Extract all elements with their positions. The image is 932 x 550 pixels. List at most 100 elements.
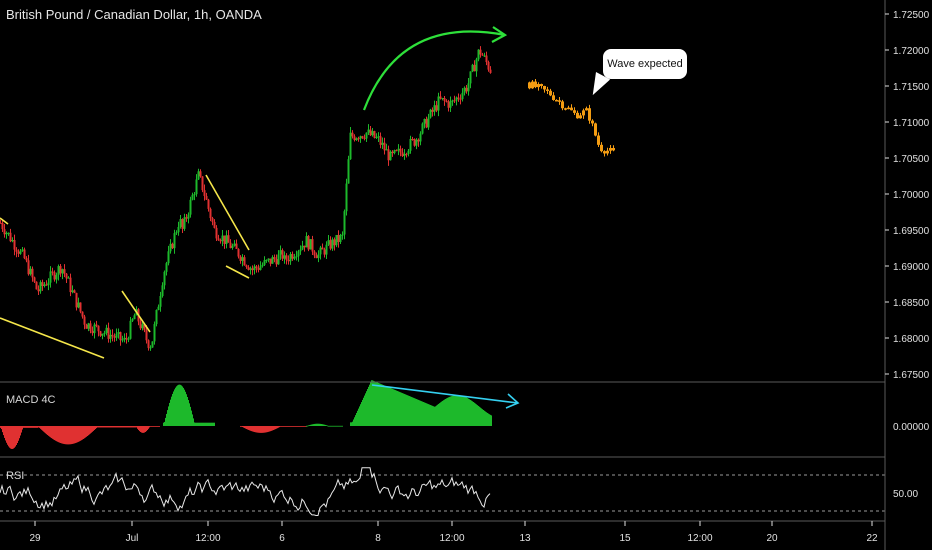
macd-bar: [17, 426, 18, 444]
trendline: [0, 217, 9, 225]
candle-body: [249, 268, 252, 270]
candle-body: [101, 333, 104, 336]
macd-bar: [74, 426, 75, 444]
macd-bar: [392, 388, 393, 426]
trendline: [225, 265, 250, 279]
candle-body: [147, 340, 150, 348]
candle-body: [61, 269, 64, 274]
macd-bar: [406, 394, 407, 426]
macd-bar: [398, 391, 399, 426]
candle-body: [141, 324, 144, 329]
macd-bar: [411, 396, 412, 426]
macd-bar: [475, 403, 476, 426]
candle-body: [207, 199, 210, 209]
price-pane: [0, 46, 615, 351]
candle-body: [25, 258, 28, 261]
candle-body: [465, 87, 468, 92]
momentum-arc: [362, 30, 506, 111]
macd-bar: [126, 426, 127, 428]
candle-body: [289, 254, 292, 262]
y-tick-label: 1.69500: [893, 226, 930, 237]
macd-bar: [478, 405, 479, 426]
macd-bar: [187, 396, 188, 426]
macd-bar: [289, 426, 290, 427]
macd-bar: [34, 426, 35, 428]
candle-body: [13, 240, 16, 250]
candle-body: [269, 258, 272, 264]
candle-body: [417, 139, 420, 142]
macd-bar: [10, 426, 11, 449]
candle-body: [309, 239, 312, 250]
macd-bar: [413, 397, 414, 426]
macd-bar: [427, 403, 428, 426]
macd-bar: [6, 426, 7, 443]
x-tick-label: 13: [519, 533, 531, 544]
macd-bar: [142, 426, 143, 433]
candle-body: [345, 183, 348, 212]
macd-bar: [146, 426, 147, 432]
macd-bar: [82, 426, 83, 440]
macd-bar: [171, 396, 172, 426]
projection-candle: [570, 107, 573, 111]
candle-body: [483, 55, 486, 57]
macd-bar: [262, 426, 263, 433]
macd-bar: [248, 426, 249, 430]
macd-bar: [450, 396, 451, 426]
candle-body: [329, 240, 332, 249]
trendline: [0, 317, 105, 359]
macd-bar: [301, 426, 302, 427]
macd-bar: [487, 412, 488, 426]
y-tick-label: 1.71500: [893, 82, 930, 93]
macd-bar: [254, 426, 255, 433]
macd-bar: [202, 422, 203, 426]
y-tick-label: 1.69000: [893, 262, 930, 273]
macd-bar: [484, 410, 485, 426]
candle-body: [479, 49, 482, 55]
macd-bar: [65, 426, 66, 445]
candle-body: [443, 98, 446, 101]
rsi-line: [0, 467, 491, 516]
macd-bar: [2, 426, 3, 433]
macd-pane: [0, 380, 492, 449]
macd-bar: [276, 426, 277, 429]
macd-bar: [383, 385, 384, 426]
candle-body: [189, 199, 192, 215]
candle-body: [105, 327, 108, 333]
macd-bar: [207, 422, 208, 426]
candle-body: [489, 69, 492, 73]
macd-bar: [324, 424, 325, 426]
candle-body: [133, 315, 136, 320]
macd-bar: [36, 426, 37, 428]
projection-candle: [576, 112, 579, 119]
candle-body: [405, 153, 408, 155]
macd-bar: [124, 426, 125, 428]
macd-bar: [275, 426, 276, 430]
candle-body: [167, 251, 170, 264]
candle-body: [0, 222, 2, 224]
macd-bar: [338, 425, 339, 427]
candle-body: [185, 217, 188, 219]
candle-body: [9, 232, 12, 242]
macd-bar: [27, 426, 28, 428]
candle-body: [53, 272, 56, 280]
candle-body: [73, 290, 76, 293]
macd-bar: [295, 426, 296, 427]
macd-bar: [133, 426, 134, 428]
candle-body: [477, 49, 480, 60]
candle-body: [347, 159, 350, 184]
macd-bar: [321, 424, 322, 426]
candle-body: [323, 249, 326, 255]
macd-bar: [28, 426, 29, 428]
macd-bar: [480, 407, 481, 426]
candle-body: [33, 277, 36, 282]
candle-body: [49, 271, 52, 283]
macd-bar: [389, 387, 390, 426]
macd-bar: [390, 387, 391, 426]
candle-body: [59, 266, 62, 274]
macd-bar: [491, 415, 492, 426]
candle-body: [359, 136, 362, 139]
y-tick-label: 1.67500: [893, 370, 930, 381]
candle-body: [285, 255, 288, 260]
macd-bar: [320, 423, 321, 426]
candle-body: [3, 229, 6, 235]
